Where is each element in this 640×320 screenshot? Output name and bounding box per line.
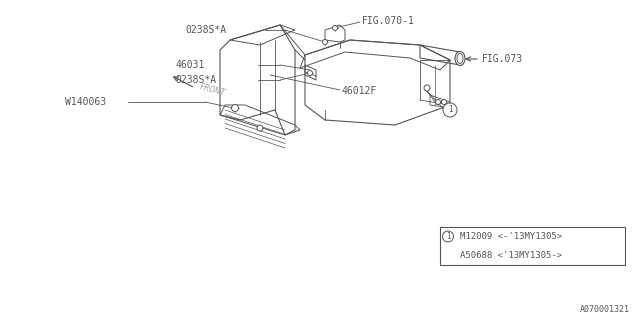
Circle shape	[435, 100, 440, 105]
Text: 46012F: 46012F	[342, 86, 377, 96]
Circle shape	[232, 105, 239, 111]
Circle shape	[257, 125, 263, 131]
Circle shape	[442, 231, 454, 242]
Circle shape	[443, 103, 457, 117]
Text: FIG.070-1: FIG.070-1	[362, 16, 415, 26]
Text: FIG.073: FIG.073	[482, 54, 523, 64]
Text: 0238S*A: 0238S*A	[185, 25, 226, 35]
Ellipse shape	[455, 52, 465, 66]
Text: 1: 1	[448, 106, 452, 115]
Text: A50688 <'13MY1305->: A50688 <'13MY1305->	[460, 251, 562, 260]
Bar	[440, 227, 625, 265]
Circle shape	[442, 100, 447, 105]
Text: A070001321: A070001321	[580, 305, 630, 314]
Text: M12009 <-'13MY1305>: M12009 <-'13MY1305>	[460, 232, 562, 241]
Circle shape	[333, 26, 337, 30]
Circle shape	[424, 85, 430, 91]
Text: 1: 1	[445, 232, 451, 241]
Circle shape	[323, 39, 328, 44]
Text: FRONT: FRONT	[198, 82, 227, 98]
Text: W140063: W140063	[65, 97, 106, 107]
Text: 46031: 46031	[175, 60, 204, 70]
Circle shape	[307, 70, 312, 76]
Text: 0238S*A: 0238S*A	[175, 75, 216, 85]
